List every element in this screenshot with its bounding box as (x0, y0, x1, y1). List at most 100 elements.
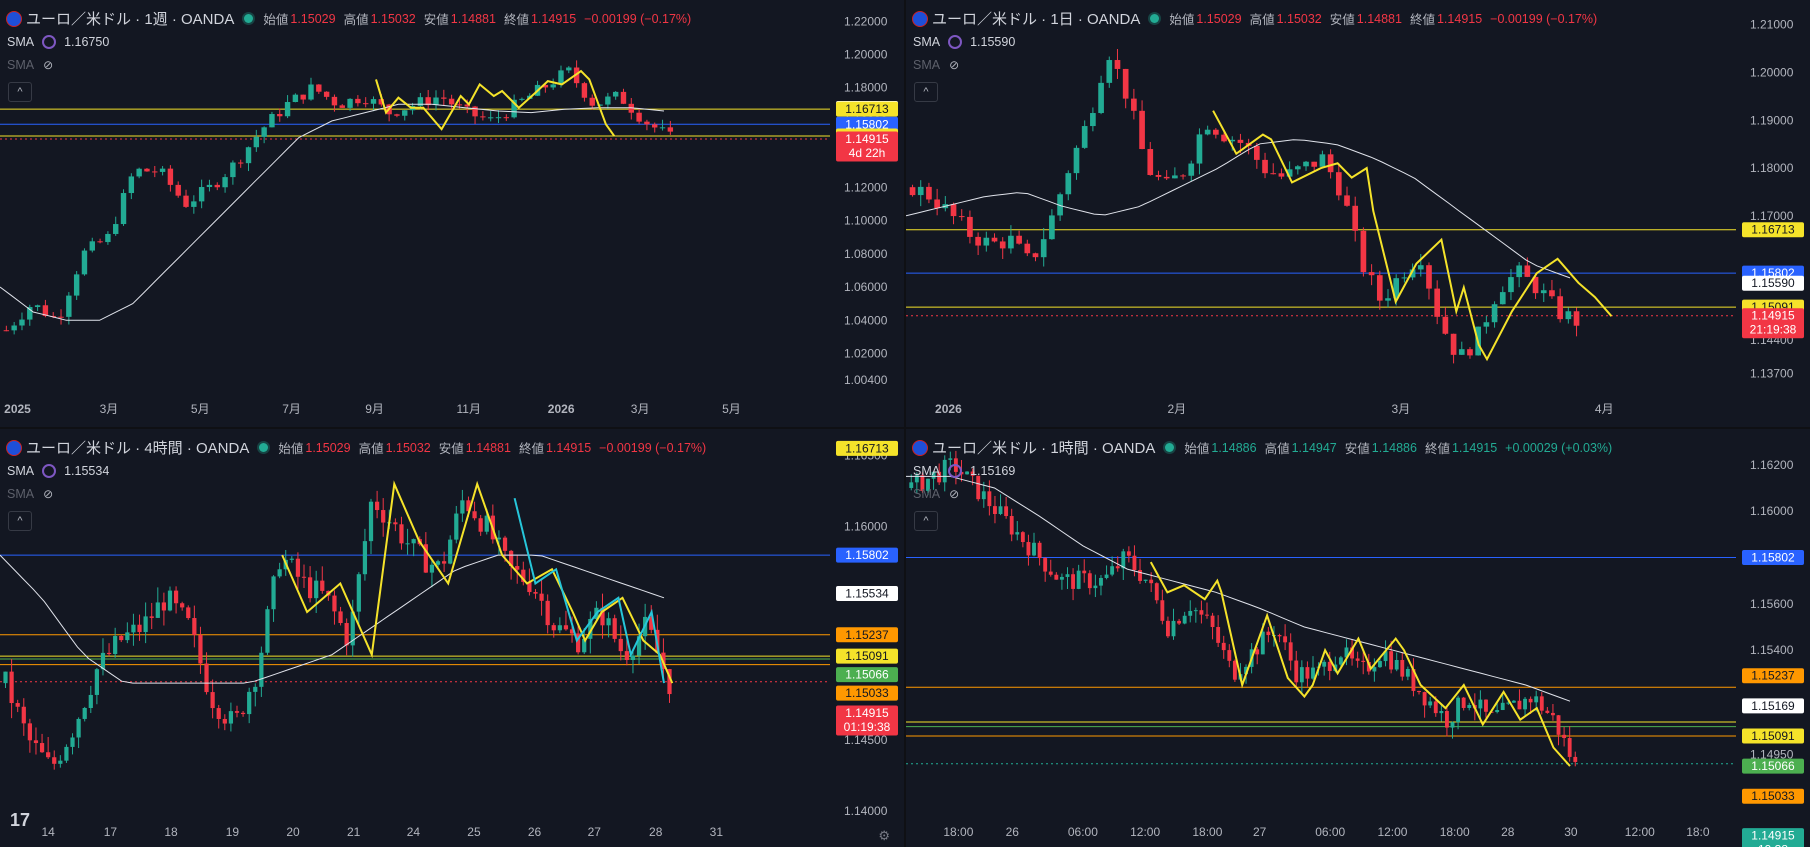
candle-body (1057, 194, 1063, 216)
open-value: 1.15029 (305, 440, 351, 455)
candle-body (180, 603, 185, 608)
symbol-title[interactable]: ユーロ／米ドル · 1時間 · OANDA (932, 440, 1156, 457)
candle-body (472, 511, 477, 519)
symbol-title[interactable]: ユーロ／米ドル · 1週 · OANDA (26, 11, 235, 28)
candle-body (159, 168, 166, 172)
market-status-icon (1150, 14, 1160, 23)
candle-body (652, 124, 658, 128)
chart-panel-4h[interactable]: 1.165001.160001.145001.14000141718192021… (0, 429, 904, 847)
sma2-indicator-row[interactable]: SMA ⊘ (7, 58, 53, 72)
collapse-legend-button[interactable]: ^ (914, 82, 938, 102)
hidden-eye-icon[interactable]: ⊘ (43, 487, 54, 501)
candle-body (1221, 134, 1227, 142)
sma2-indicator-row[interactable]: SMA ⊘ (7, 487, 53, 501)
candle-body (1442, 316, 1449, 334)
candle-body (1428, 701, 1433, 706)
chart-panel-1h[interactable]: 1.16200 1.16000 1.15600 1.15400 1.14950 18:00… (906, 429, 1810, 847)
sma-settings-icon[interactable] (42, 35, 57, 49)
price-label-text: 1.14915 (1751, 829, 1795, 843)
hidden-eye-icon[interactable]: ⊘ (949, 58, 960, 72)
sma2-indicator-row[interactable]: SMA ⊘ (913, 58, 959, 72)
candle-body (320, 580, 325, 591)
h4-chart[interactable]: 1.165001.160001.145001.14000141718192021… (0, 429, 904, 847)
weekly-chart[interactable]: 1.220001.200001.180001.160001.140001.120… (0, 0, 904, 427)
candle-body (100, 652, 106, 670)
sma2-indicator-row[interactable]: SMA ⊘ (913, 487, 959, 501)
candle-body (66, 295, 72, 317)
sma-indicator-row[interactable]: SMA 1.15590 (913, 35, 1015, 49)
candle-body (1528, 698, 1533, 703)
candle-body (1491, 304, 1498, 323)
candle-body (314, 580, 319, 599)
collapse-legend-button[interactable]: ^ (914, 511, 938, 531)
open-value: 1.14886 (1211, 440, 1257, 455)
candle-body (1024, 243, 1031, 254)
sma-settings-icon[interactable] (948, 464, 963, 478)
candle-body (1237, 139, 1244, 143)
hidden-eye-icon[interactable]: ⊘ (43, 58, 54, 72)
candle-body (113, 224, 119, 234)
candle-body (1210, 615, 1215, 628)
candle-body (1361, 660, 1366, 662)
candle-body (1188, 163, 1195, 176)
eurusd-flag-icon (912, 10, 928, 27)
sma-label: SMA (7, 35, 35, 49)
candle-body (502, 537, 508, 551)
candle-body (19, 319, 25, 326)
candle-body (917, 186, 924, 196)
chart-panel-daily[interactable]: 1.21000 1.20000 1.19000 1.18000 1.17000 1.144… (906, 0, 1810, 427)
daily-chart[interactable]: 1.210001.200001.190001.180001.170001.144… (906, 0, 1810, 427)
candle-body (636, 636, 642, 656)
candle-body (1087, 573, 1092, 589)
candle-body (119, 635, 124, 641)
sma-settings-icon[interactable] (42, 464, 57, 478)
sma-indicator-row[interactable]: SMA 1.15169 (913, 464, 1015, 478)
tradingview-logo-icon[interactable]: 17 (10, 810, 31, 830)
candle-body (1278, 173, 1285, 177)
price-label-text: 1.15802 (845, 548, 889, 562)
y-tick-label: 1.12000 (844, 180, 888, 194)
eurusd-flag-icon (6, 10, 22, 27)
candle-body (206, 184, 213, 188)
low-label: 安値 (423, 13, 449, 27)
candle-body (542, 84, 549, 88)
candle-body (253, 686, 258, 692)
candle-body (1054, 574, 1059, 580)
price-label-text: 1.15033 (1751, 789, 1795, 803)
h1-chart[interactable]: 1.162001.160001.156001.154001.1495018:00… (906, 429, 1810, 847)
y-tick-label: 1.08000 (844, 247, 888, 261)
high-value: 1.15032 (1276, 11, 1322, 26)
chart-panel-weekly[interactable]: 1.220001.200001.180001.160001.140001.120… (0, 0, 904, 427)
candle-body (1283, 636, 1288, 643)
y-tick-label: 1.13700 (1750, 367, 1794, 381)
candle-body (338, 611, 343, 624)
x-tick-label: 12:00 (1130, 825, 1160, 839)
hidden-eye-icon[interactable]: ⊘ (949, 487, 960, 501)
x-tick-label: 12:00 (1625, 825, 1655, 839)
y-tick-label: 1.00400 (844, 373, 888, 387)
candle-body (1076, 570, 1081, 589)
symbol-title[interactable]: ユーロ／米ドル · 4時間 · OANDA (26, 440, 250, 457)
symbol-title[interactable]: ユーロ／米ドル · 1日 · OANDA (932, 11, 1141, 28)
candle-body (1517, 700, 1522, 710)
x-tick-label: 2月 (1167, 402, 1186, 416)
chart-background (0, 0, 904, 427)
sma-indicator-row[interactable]: SMA 1.16750 (7, 35, 109, 49)
candle-body (1037, 542, 1042, 559)
gear-icon[interactable]: ⚙ (878, 828, 890, 843)
candle-body (1450, 333, 1457, 355)
candle-body (1232, 660, 1237, 680)
x-tick-label: 4月 (1595, 402, 1614, 416)
candle-body (378, 99, 385, 105)
candle-body (1199, 610, 1204, 615)
collapse-legend-button[interactable]: ^ (8, 82, 32, 102)
candle-body (350, 611, 355, 646)
candle-body (1260, 631, 1265, 655)
candle-body (511, 99, 517, 118)
sma-settings-icon[interactable] (948, 35, 963, 49)
eurusd-flag-icon (6, 439, 22, 456)
collapse-legend-button[interactable]: ^ (8, 511, 32, 531)
candle-body (975, 236, 981, 246)
candle-body (667, 669, 672, 695)
sma-indicator-row[interactable]: SMA 1.15534 (7, 464, 109, 478)
